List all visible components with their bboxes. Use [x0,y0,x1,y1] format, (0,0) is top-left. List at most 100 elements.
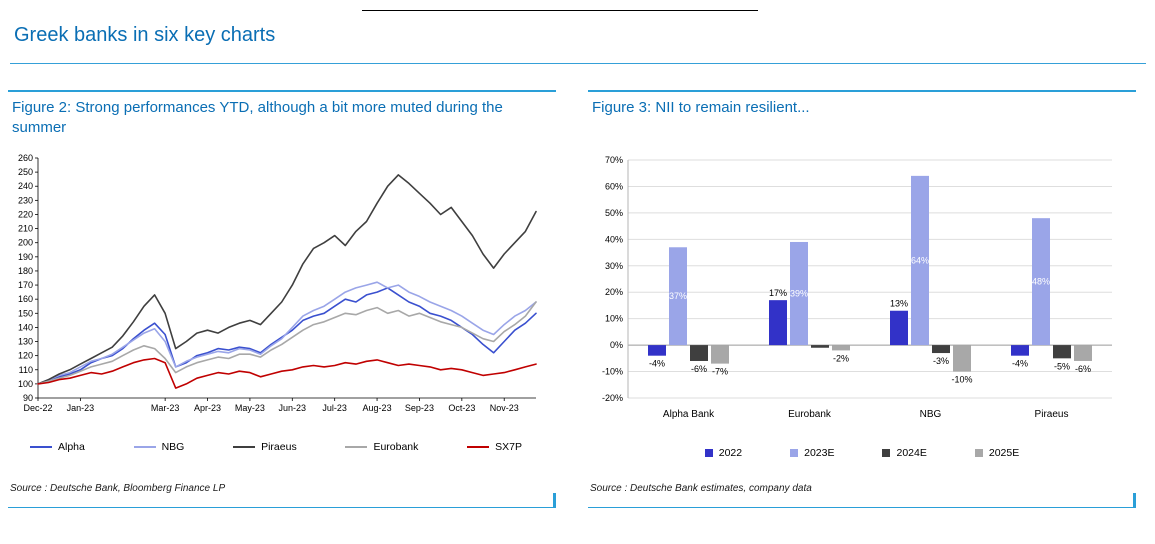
category-label: Piraeus [1035,409,1069,420]
legend-swatch [133,445,156,449]
bar-2024E-Eurobank [811,345,829,348]
category-label: Eurobank [788,409,832,420]
figure2-title: Figure 2: Strong performances YTD, altho… [12,99,503,136]
y-tick-label: 10% [605,314,623,324]
figure2-rule-tick [553,493,556,508]
x-tick-label: Dec-22 [23,403,52,413]
legend-swatch [467,445,490,449]
fig3-series-2024E: -6% -3% -5% [690,345,1071,374]
x-tick-label: Aug-23 [363,403,392,413]
y-tick-label: 120 [18,351,33,361]
y-tick-label: 90 [23,393,33,403]
figure3-top-border [588,90,1136,92]
legend-label: 2022 [718,447,743,459]
y-tick-label: 160 [18,294,33,304]
legend-swatch [345,445,368,449]
x-tick-label: Apr-23 [194,403,221,413]
bar-2025E-Alpha Bank [711,345,729,364]
fig2-series-Piraeus [37,174,537,385]
bar-2024E-Piraeus [1053,345,1071,359]
bar-data-label: 37% [669,291,687,301]
bar-2025E-Eurobank [832,345,850,351]
bar-data-label: -7% [712,367,728,377]
bar-data-label: -2% [833,353,849,363]
x-tick-label: May-23 [235,403,265,413]
bar-2024E-Alpha Bank [690,345,708,361]
fig2-legend-Eurobank: Eurobank [345,441,418,453]
figure3-panel: Figure 3: NII to remain resilient... -20… [588,90,1136,508]
figure3-chart-wrap: -20% -10% 0% 10% 20% 30% 40% 50% 60% 70% -4% 17% 13%… [588,150,1136,445]
bar-2022-NBG [890,310,908,346]
figure2-top-border [8,90,556,92]
y-tick-label: -10% [602,367,623,377]
fig3-series-2025E: -7% -2% -10% -6% [711,345,1092,385]
fig2-legend-Alpha: Alpha [30,441,85,453]
legend-label: NBG [161,441,185,453]
x-tick-label: Jul-23 [322,403,347,413]
figure3-title: Figure 3: NII to remain resilient... [592,99,810,116]
y-tick-label: 130 [18,337,33,347]
bar-2025E-Piraeus [1074,345,1092,361]
legend-swatch [790,449,799,457]
legend-label: 2023E [804,447,835,459]
legend-swatch [233,445,256,449]
x-tick-label: Sep-23 [405,403,434,413]
fig3-grid-and-axes: -20% -10% 0% 10% 20% 30% 40% 50% 60% 70% [602,155,1112,403]
bar-data-label: -3% [933,356,949,366]
header-divider [362,10,758,11]
bar-data-label: 64% [911,255,929,265]
legend-label: 2025E [988,447,1020,459]
category-label: Alpha Bank [663,409,715,420]
y-tick-label: 150 [18,308,33,318]
x-tick-label: Mar-23 [151,403,180,413]
bar-data-label: 39% [790,289,808,299]
figure2-line-chart: 90 100 110 120 130 140 150 160 170 180 190 200 210 22… [18,153,537,413]
figure2-panel: Figure 2: Strong performances YTD, altho… [8,90,556,508]
fig2-series-NBG [37,281,537,385]
figure3-legend: 2022 2023E 2024E 2025E [588,447,1136,459]
page-title: Greek banks in six key charts [14,24,276,46]
bar-2022-Alpha Bank [648,345,666,356]
fig2-legend-SX7P: SX7P [467,441,522,453]
y-tick-label: 170 [18,280,33,290]
y-tick-label: 250 [18,167,33,177]
y-tick-label: 140 [18,322,33,332]
bar-data-label: 48% [1032,277,1050,287]
legend-label: 2024E [896,447,927,459]
figure3-rule-tick [1133,493,1136,508]
bar-data-label: 13% [890,299,908,309]
fig3-legend-2024E: 2024E [882,447,927,459]
x-tick-label: Jan-23 [67,403,95,413]
y-tick-label: 70% [605,155,623,165]
legend-label: Alpha [58,441,85,453]
bar-data-label: -4% [1012,359,1028,369]
fig3-series-2023E: 37% 39% 64% 48% [669,175,1050,346]
x-tick-label: Oct-23 [448,403,475,413]
y-tick-label: 180 [18,266,33,276]
x-tick-label: Nov-23 [490,403,519,413]
y-tick-label: 190 [18,252,33,262]
fig3-legend-2023E: 2023E [790,447,834,459]
figure3-bottom-rule [588,493,1136,508]
y-tick-label: 0% [610,340,623,350]
y-tick-label: 60% [605,181,623,191]
figure2-bottom-rule [8,493,556,508]
y-tick-label: 110 [19,365,33,375]
y-tick-label: 240 [18,181,33,191]
y-tick-label: 230 [18,195,33,205]
fig3-series-2022: -4% 17% 13% -4% [648,288,1029,369]
fig3-legend-2022: 2022 [704,447,743,459]
bar-2022-Eurobank [769,300,787,346]
y-tick-label: 30% [605,261,623,271]
bar-data-label: -6% [691,364,707,374]
legend-swatch [882,449,891,457]
title-rule [10,63,1146,64]
y-tick-label: 210 [18,224,33,234]
legend-label: Eurobank [373,441,419,453]
y-tick-label: 260 [18,153,33,163]
bar-2023E-Alpha Bank [669,247,687,346]
figure3-source: Source : Deutsche Bank estimates, compan… [590,483,812,494]
bar-2023E-Piraeus [1032,218,1050,346]
bar-2023E-NBG [911,175,929,346]
bar-data-label: -6% [1075,364,1091,374]
